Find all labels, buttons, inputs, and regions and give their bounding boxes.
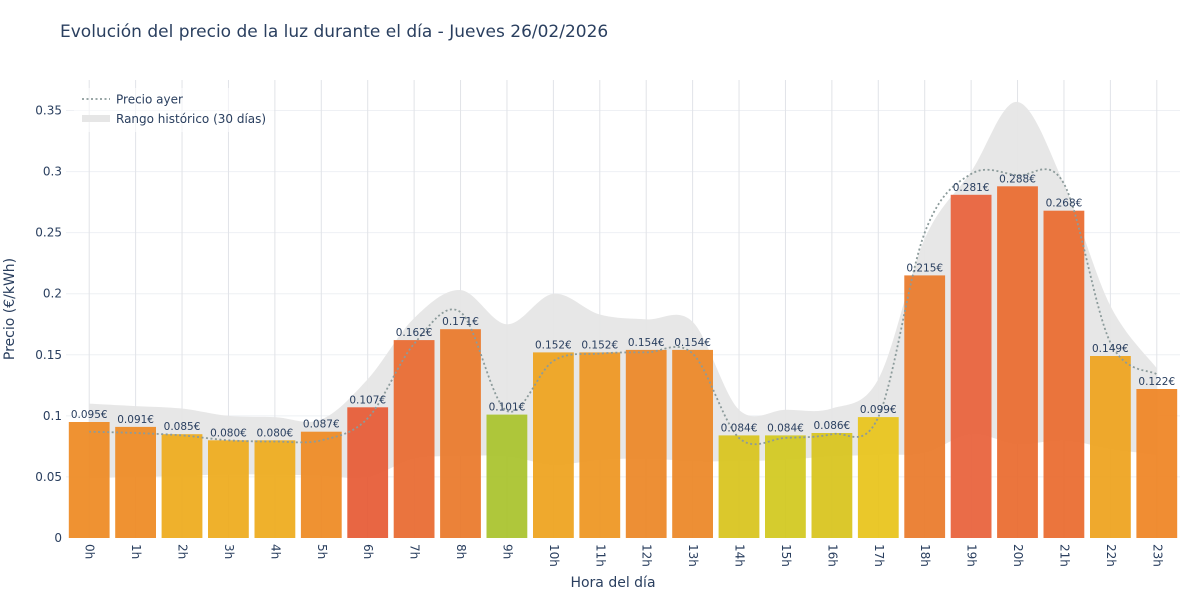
bar-value-label: 0.099€ [860, 404, 897, 416]
price-bar [254, 440, 296, 538]
price-bar [1136, 389, 1178, 538]
legend: Precio ayer Rango histórico (30 días) [74, 88, 274, 132]
bars [68, 186, 1178, 539]
price-bar [857, 417, 899, 538]
price-bar [811, 433, 853, 538]
x-tick-label: 1h [129, 544, 143, 559]
bar-value-label: 0.268€ [1046, 198, 1083, 210]
price-bar [765, 435, 806, 538]
y-tick-label: 0.35 [35, 104, 62, 118]
bar-value-label: 0.084€ [721, 422, 758, 434]
x-tick-label: 2h [176, 544, 190, 559]
x-tick-label: 7h [408, 544, 422, 559]
historic-range-band [89, 101, 1157, 479]
bar-value-label: 0.152€ [581, 339, 618, 351]
bar-value-label: 0.080€ [210, 427, 247, 439]
legend-background [74, 88, 274, 132]
legend-label-range: Rango histórico (30 días) [116, 112, 266, 126]
price-bar [718, 435, 760, 538]
price-bar [950, 194, 992, 539]
x-tick-label: 16h [825, 544, 839, 567]
price-bar [115, 426, 156, 538]
bar-value-label: 0.215€ [906, 262, 943, 274]
bar-value-label: 0.080€ [257, 427, 294, 439]
x-tick-label: 14h [733, 544, 747, 567]
x-tick-label: 22h [1104, 544, 1118, 567]
bar-value-label: 0.087€ [303, 419, 340, 431]
bar-value-label: 0.281€ [953, 182, 990, 194]
price-bar [533, 352, 574, 538]
bar-value-label: 0.154€ [674, 337, 711, 349]
price-bar [347, 407, 389, 538]
x-tick-label: 6h [361, 544, 375, 559]
y-tick-label: 0.25 [35, 226, 62, 240]
x-tick-label: 11h [593, 544, 607, 567]
chart-title: Evolución del precio de la luz durante e… [60, 22, 609, 42]
bar-value-label: 0.095€ [71, 409, 108, 421]
price-bar [904, 275, 946, 538]
bar-value-label: 0.101€ [489, 402, 526, 414]
x-tick-label: 5h [315, 544, 329, 559]
x-tick-label: 0h [83, 544, 97, 559]
bar-value-label: 0.085€ [164, 421, 201, 433]
bar-labels: 0.095€ 0.091€ 0.085€ 0.080€ 0.080€ 0.087€ 0.10… [71, 173, 1175, 439]
legend-label-yesterday: Precio ayer [116, 93, 183, 107]
price-bar [68, 422, 110, 538]
historic-range-area [89, 101, 1157, 479]
bar-value-label: 0.107€ [349, 394, 386, 406]
bar-value-label: 0.091€ [117, 414, 154, 426]
x-tick-label: 19h [965, 544, 979, 567]
bar-value-label: 0.288€ [999, 173, 1036, 185]
x-tick-label: 9h [500, 544, 514, 559]
x-tick-label: 18h [918, 544, 932, 567]
axes: 0 0.05 0.1 0.15 0.2 0.25 0.3 0.35 0h 1h 2h 3h 4h 5h 6h… [2, 104, 1164, 591]
price-bar [1090, 356, 1131, 538]
y-tick-label: 0.15 [35, 348, 62, 362]
bar-value-label: 0.171€ [442, 316, 479, 328]
bar-value-label: 0.122€ [1138, 376, 1175, 388]
x-tick-label: 23h [1150, 544, 1164, 567]
x-tick-label: 4h [268, 544, 282, 559]
bar-value-label: 0.152€ [535, 339, 572, 351]
bar-value-label: 0.084€ [767, 422, 804, 434]
x-tick-label: 21h [1057, 544, 1071, 567]
price-bar [579, 352, 621, 538]
y-tick-label: 0 [54, 531, 62, 545]
bar-value-label: 0.086€ [814, 420, 851, 432]
bar-value-label: 0.154€ [628, 337, 665, 349]
price-bar [440, 329, 481, 538]
y-tick-label: 0.3 [43, 165, 62, 179]
price-bar [997, 186, 1038, 539]
x-tick-label: 20h [1011, 544, 1025, 567]
x-tick-label: 17h [872, 544, 886, 567]
price-bar [1043, 210, 1085, 538]
y-axis-title: Precio (€/kWh) [2, 258, 18, 360]
price-bar [625, 349, 667, 538]
y-tick-label: 0.2 [43, 287, 62, 301]
price-bar [672, 349, 713, 538]
y-tick-label: 0.05 [35, 470, 62, 484]
x-tick-label: 10h [547, 544, 561, 567]
legend-band-swatch [82, 115, 110, 122]
bar-value-label: 0.162€ [396, 327, 433, 339]
price-bar [161, 434, 203, 538]
price-bar [393, 340, 435, 538]
x-axis-title: Hora del día [570, 575, 655, 591]
x-tick-label: 12h [640, 544, 654, 567]
price-bar [486, 414, 528, 538]
x-tick-label: 13h [686, 544, 700, 567]
price-bar [300, 431, 342, 538]
x-tick-label: 8h [454, 544, 468, 559]
price-bar [208, 440, 249, 538]
x-tick-label: 15h [779, 544, 793, 567]
bar-value-label: 0.149€ [1092, 343, 1129, 355]
y-tick-label: 0.1 [43, 409, 62, 423]
x-tick-label: 3h [222, 544, 236, 559]
